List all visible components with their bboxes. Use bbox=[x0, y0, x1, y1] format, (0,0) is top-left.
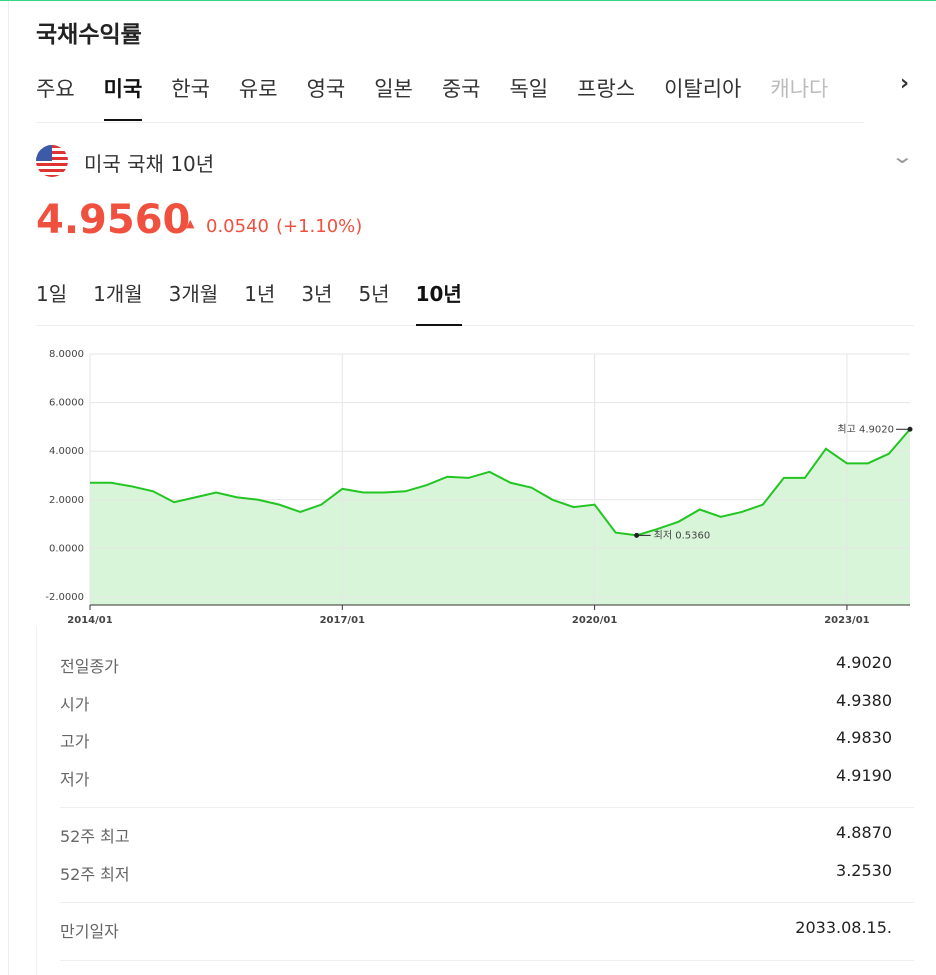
country-tab[interactable]: 독일 bbox=[509, 77, 549, 101]
max-annotation: 최고 4.9020 bbox=[837, 423, 894, 435]
divider bbox=[60, 902, 914, 903]
country-tab[interactable]: 미국 bbox=[103, 77, 143, 101]
chart: -2.0000 0.0000 2.0000 4.0000 6.0000 8.0000 201… bbox=[45, 349, 913, 626]
stat-row: 고가 4.9830 bbox=[60, 728, 892, 751]
stat-value: 4.9190 bbox=[836, 765, 892, 785]
side-border bbox=[0, 1, 9, 975]
country-tab[interactable]: 유로 bbox=[238, 77, 278, 101]
y-tick-label: -2.0000 bbox=[45, 592, 84, 603]
x-tick-label: 2014/01 bbox=[67, 615, 112, 626]
tabs-next-arrow[interactable]: › bbox=[900, 71, 910, 96]
y-tick-label: 2.0000 bbox=[49, 495, 84, 506]
line bbox=[90, 428, 911, 537]
change-percent: (+1.10%) bbox=[276, 216, 363, 237]
country-tab[interactable]: 주요 bbox=[36, 77, 75, 101]
stat-value: 4.9830 bbox=[836, 728, 892, 747]
stat-label: 고가 bbox=[60, 732, 90, 751]
country-tab[interactable]: 중국 bbox=[441, 77, 481, 101]
up-triangle: ▲ bbox=[186, 217, 195, 230]
period-tab[interactable]: 3개월 bbox=[168, 282, 219, 306]
stat-label: 저가 bbox=[60, 769, 90, 789]
instrument-name: 미국 국채 10년 bbox=[84, 152, 215, 176]
x-tick-label: 2023/01 bbox=[824, 615, 869, 626]
stat-row: 시가 4.9380 bbox=[60, 690, 892, 714]
y-tick-label: 8.0000 bbox=[49, 349, 84, 360]
divider bbox=[60, 807, 914, 808]
y-tick-label: 6.0000 bbox=[49, 398, 84, 409]
change: 0.0540 bbox=[206, 216, 269, 237]
us-flag-icon bbox=[36, 145, 68, 177]
y-tick-label: 0.0000 bbox=[49, 543, 84, 554]
expand-chevron[interactable]: ⌄ bbox=[890, 144, 915, 168]
period-tab[interactable]: 1일 bbox=[36, 282, 68, 306]
stat-label: 52주 최저 bbox=[60, 864, 130, 884]
stat-row: 만기일자 2033.08.15. bbox=[60, 918, 892, 941]
stat-row: 전일종가 4.9020 bbox=[60, 653, 892, 676]
stat-label: 만기일자 bbox=[60, 922, 119, 941]
area bbox=[90, 429, 910, 605]
stat-value: 4.9380 bbox=[836, 690, 892, 710]
period-tab[interactable]: 5년 bbox=[358, 282, 390, 306]
page-title: 국채수익률 bbox=[36, 22, 142, 48]
price: 4.9560 bbox=[36, 197, 191, 243]
period-tab[interactable]: 1개월 bbox=[93, 282, 143, 306]
stat-value: 4.8870 bbox=[836, 823, 892, 842]
min-annotation: 최저 0.5360 bbox=[654, 529, 711, 541]
stat-row: 52주 최저 3.2530 bbox=[60, 860, 892, 884]
country-tab[interactable]: 일본 bbox=[374, 77, 413, 101]
divider bbox=[60, 959, 914, 961]
stat-row: 저가 4.9190 bbox=[60, 765, 892, 789]
y-tick-label: 4.0000 bbox=[49, 446, 84, 457]
country-tab[interactable]: 이탈리아 bbox=[664, 77, 742, 101]
x-tick-label: 2020/01 bbox=[572, 615, 617, 626]
period-underline bbox=[415, 324, 462, 326]
period-tab[interactable]: 3년 bbox=[301, 282, 333, 306]
stat-value: 2033.08.15. bbox=[795, 918, 892, 937]
stat-row: 52주 최고 4.8870 bbox=[60, 823, 892, 846]
period-tab[interactable]: 10년 bbox=[415, 282, 462, 306]
tab-underline bbox=[103, 119, 143, 121]
country-tab[interactable]: 영국 bbox=[306, 77, 346, 101]
stat-label: 52주 최고 bbox=[60, 827, 130, 846]
country-tab[interactable]: 캐나다 bbox=[770, 77, 829, 101]
divider bbox=[36, 325, 914, 326]
tab-fade bbox=[820, 53, 880, 119]
country-tab[interactable]: 한국 bbox=[171, 77, 210, 101]
x-tick-label: 2017/01 bbox=[320, 615, 365, 626]
stat-value: 3.2530 bbox=[836, 860, 892, 880]
country-tab[interactable]: 프랑스 bbox=[577, 77, 636, 101]
panel-border bbox=[36, 626, 37, 975]
stat-label: 전일종가 bbox=[60, 657, 119, 676]
stat-label: 시가 bbox=[60, 694, 90, 714]
period-tab[interactable]: 1년 bbox=[244, 282, 276, 306]
stat-value: 4.9020 bbox=[836, 653, 892, 672]
divider bbox=[36, 122, 864, 123]
